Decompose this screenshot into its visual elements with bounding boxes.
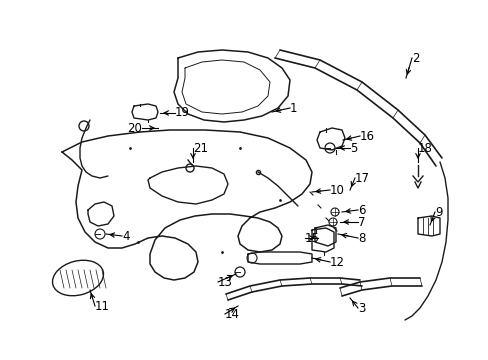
- Text: 7: 7: [357, 216, 365, 229]
- Text: 3: 3: [357, 302, 365, 315]
- Text: 15: 15: [305, 231, 319, 244]
- Text: 8: 8: [357, 231, 365, 244]
- Text: 6: 6: [357, 203, 365, 216]
- Text: 12: 12: [329, 256, 345, 269]
- Text: 18: 18: [417, 141, 432, 154]
- Text: 10: 10: [329, 184, 344, 197]
- Text: 4: 4: [122, 230, 129, 243]
- Text: 13: 13: [218, 275, 232, 288]
- Text: 14: 14: [224, 307, 240, 320]
- Text: 11: 11: [95, 300, 110, 312]
- Text: 1: 1: [289, 102, 297, 114]
- Text: 9: 9: [434, 206, 442, 219]
- Text: 5: 5: [349, 141, 357, 154]
- Text: 21: 21: [193, 141, 207, 154]
- Text: 17: 17: [354, 171, 369, 184]
- Text: 19: 19: [175, 107, 190, 120]
- Text: 16: 16: [359, 130, 374, 143]
- Text: 20: 20: [127, 122, 142, 135]
- Text: 2: 2: [411, 51, 419, 64]
